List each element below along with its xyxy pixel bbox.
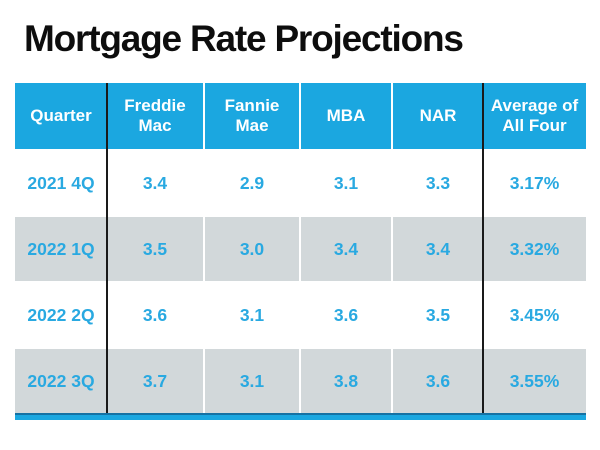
table-body: 2021 4Q 3.4 2.9 3.1 3.3 3.17% 2022 1Q 3.5 3.0 3.4…: [15, 149, 586, 413]
page-title: Mortgage Rate Projections: [24, 18, 464, 59]
table-row-2022-2q: 2022 2Q 3.6 3.1 3.6 3.5 3.45%: [15, 281, 586, 347]
header-label: Quarter: [30, 106, 92, 126]
header-label: Freddie Mac: [124, 96, 186, 135]
value-cell: 3.4: [299, 217, 391, 281]
value-cell: 3.4: [107, 151, 203, 215]
mortgage-rate-projections-table: Quarter Freddie Mac Fannie Mae MBA NAR Averag…: [15, 83, 586, 420]
quarter-cell: 2022 2Q: [15, 283, 107, 347]
value-cell: 3.5: [391, 283, 483, 347]
value-cell: 3.0: [203, 217, 299, 281]
column-divider-left: [106, 83, 108, 413]
value-cell: 2.9: [203, 151, 299, 215]
table-row-2022-3q: 2022 3Q 3.7 3.1 3.8 3.6 3.55%: [15, 347, 586, 413]
value-cell: 3.1: [203, 283, 299, 347]
quarter-cell: 2022 1Q: [15, 217, 107, 281]
header-label: MBA: [326, 106, 366, 126]
header-cell-mba: MBA: [299, 83, 391, 149]
header-label: Fannie Mae: [224, 96, 280, 135]
value-cell: 3.8: [299, 349, 391, 413]
value-cell: 3.5: [107, 217, 203, 281]
table-header-row: Quarter Freddie Mac Fannie Mae MBA NAR Averag…: [15, 83, 586, 149]
value-cell: 3.1: [299, 151, 391, 215]
header-cell-average-of-all-four: Average of All Four: [483, 83, 586, 149]
value-cell: 3.17%: [483, 151, 586, 215]
value-cell: 3.1: [203, 349, 299, 413]
column-divider-right: [482, 83, 484, 413]
header-cell-nar: NAR: [391, 83, 483, 149]
table-row-2022-1q: 2022 1Q 3.5 3.0 3.4 3.4 3.32%: [15, 215, 586, 281]
quarter-cell: 2022 3Q: [15, 349, 107, 413]
header-cell-fannie-mae: Fannie Mae: [203, 83, 299, 149]
value-cell: 3.6: [391, 349, 483, 413]
header-cell-freddie-mac: Freddie Mac: [107, 83, 203, 149]
value-cell: 3.3: [391, 151, 483, 215]
value-cell: 3.4: [391, 217, 483, 281]
header-label: NAR: [419, 106, 457, 126]
table-bottom-accent-bar: [15, 413, 586, 420]
value-cell: 3.6: [107, 283, 203, 347]
table-row-2021-4q: 2021 4Q 3.4 2.9 3.1 3.3 3.17%: [15, 149, 586, 215]
value-cell: 3.55%: [483, 349, 586, 413]
header-cell-quarter: Quarter: [15, 83, 107, 149]
value-cell: 3.45%: [483, 283, 586, 347]
quarter-cell: 2021 4Q: [15, 151, 107, 215]
value-cell: 3.6: [299, 283, 391, 347]
header-label: Average of All Four: [490, 96, 579, 135]
value-cell: 3.32%: [483, 217, 586, 281]
value-cell: 3.7: [107, 349, 203, 413]
